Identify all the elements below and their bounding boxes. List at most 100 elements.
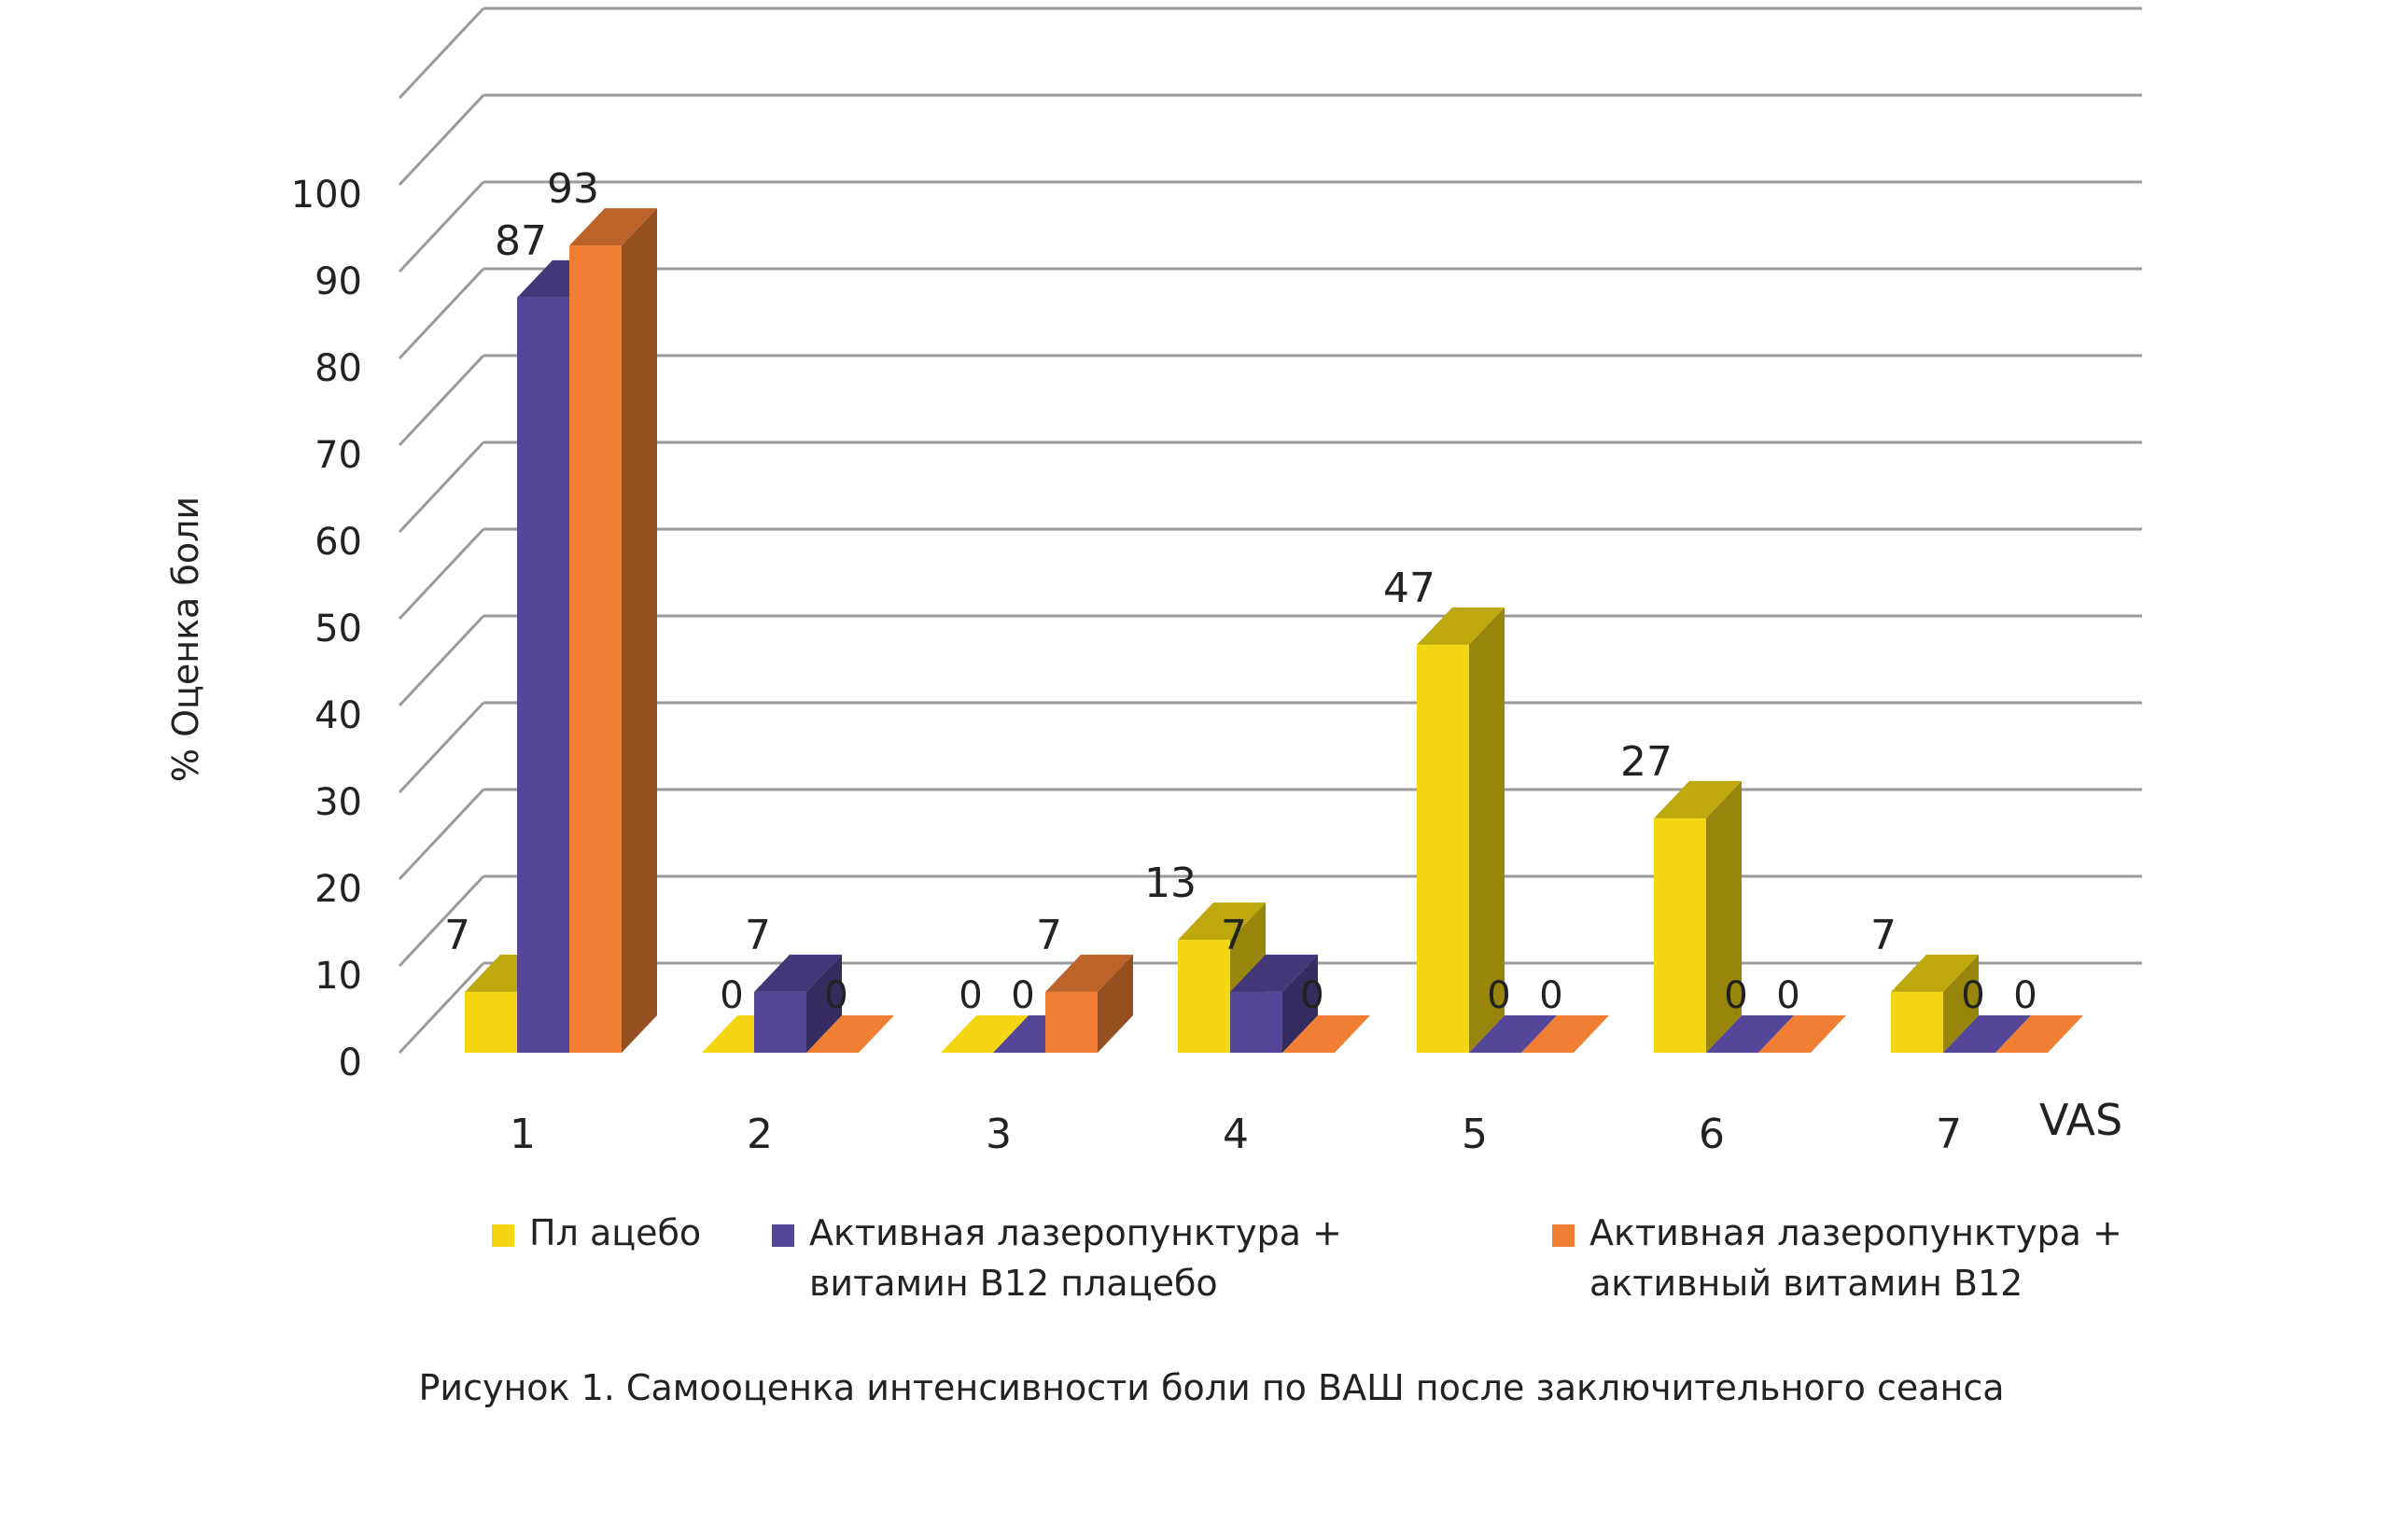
- legend: Пл ацебо Активная лазеропунктура + витамин…: [492, 1212, 2122, 1304]
- x-category-label: 2: [747, 1111, 773, 1158]
- legend-label: Активная лазеропунктура +: [1589, 1212, 2122, 1253]
- bar-zero: [1995, 1015, 2083, 1053]
- data-label: 7: [1221, 912, 1247, 959]
- legend-label: Пл ацебо: [529, 1212, 701, 1253]
- x-axis-vas-label: VAS: [2039, 1095, 2122, 1145]
- x-category-label: 7: [1936, 1111, 1962, 1158]
- legend-swatch: [1552, 1224, 1575, 1247]
- y-tick-label: 70: [315, 434, 362, 477]
- data-label: 0: [1539, 974, 1562, 1017]
- bar-side: [1943, 954, 1979, 1053]
- bar: [1230, 991, 1282, 1053]
- data-label: 0: [2013, 974, 2037, 1017]
- bar-side: [1098, 954, 1133, 1053]
- gridline-diagonal: [398, 961, 485, 1055]
- data-label: 93: [547, 165, 599, 213]
- legend-label-line2: витамин B12 плацебо: [809, 1263, 1218, 1304]
- bar-zero: [1943, 1015, 2031, 1053]
- bars: [465, 208, 2083, 1054]
- y-tick-label: 40: [315, 694, 362, 737]
- y-axis-label: % Оценка боли: [165, 496, 206, 782]
- bar: [1654, 818, 1706, 1053]
- gridline-diagonal: [398, 874, 485, 968]
- gridline-diagonal: [398, 93, 485, 187]
- bar-top: [1417, 607, 1505, 645]
- bar: [517, 297, 569, 1053]
- bar: [1417, 644, 1469, 1053]
- bar-zero: [1469, 1015, 1557, 1053]
- data-label: 0: [1776, 974, 1799, 1017]
- bar-top: [1178, 902, 1266, 941]
- y-axis-ticks: 0 10 20 30 40 50 60 70 80 90 100: [291, 174, 362, 1084]
- gridlines: [398, 7, 2142, 1055]
- data-label: 47: [1383, 565, 1435, 612]
- y-tick-label: 100: [291, 174, 362, 217]
- data-label: 7: [1870, 912, 1897, 959]
- data-label: 0: [959, 974, 982, 1017]
- gridline-diagonal: [398, 7, 485, 100]
- bar-zero: [1521, 1015, 1609, 1053]
- data-label: 87: [495, 217, 547, 265]
- bar-top: [1891, 954, 1979, 992]
- y-tick-label: 0: [339, 1042, 362, 1084]
- y-tick-label: 90: [315, 260, 362, 303]
- figure-caption: Рисунок 1. Самооценка интенсивности боли…: [418, 1367, 2004, 1408]
- y-tick-label: 10: [315, 955, 362, 998]
- bar-side: [1706, 780, 1742, 1053]
- x-category-label: 1: [510, 1111, 536, 1158]
- bar-side: [1469, 607, 1505, 1053]
- data-label: 0: [1961, 974, 1984, 1017]
- bar-side: [622, 208, 657, 1054]
- y-tick-label: 80: [315, 347, 362, 390]
- data-label: 7: [444, 912, 470, 959]
- data-label: 0: [1300, 974, 1323, 1017]
- bar: [754, 991, 806, 1053]
- x-category-label: 3: [986, 1111, 1012, 1158]
- bar-top: [1045, 954, 1133, 992]
- gridline-diagonal: [398, 614, 485, 707]
- bar-zero: [1758, 1015, 1846, 1053]
- legend-label-line2: активный витамин B12: [1589, 1263, 2023, 1304]
- bar-side: [1282, 954, 1318, 1053]
- bar-zero: [1706, 1015, 1794, 1053]
- bar: [1178, 940, 1230, 1053]
- data-label: 0: [1011, 974, 1034, 1017]
- bar: [1891, 991, 1943, 1053]
- data-label: 27: [1620, 738, 1673, 786]
- legend-label: Активная лазеропунктура +: [809, 1212, 1342, 1253]
- bar: [1045, 991, 1098, 1053]
- bar-top: [1230, 954, 1318, 992]
- data-label: 0: [1724, 974, 1747, 1017]
- data-label: 0: [1487, 974, 1510, 1017]
- bar-top: [1654, 780, 1742, 818]
- bar-top: [569, 208, 657, 246]
- data-label: 13: [1144, 860, 1197, 907]
- gridline-diagonal: [398, 180, 485, 273]
- y-tick-label: 60: [315, 521, 362, 564]
- bar-zero: [941, 1015, 1029, 1053]
- legend-swatch: [492, 1224, 514, 1247]
- data-label: 0: [824, 974, 847, 1017]
- x-category-label: 4: [1223, 1111, 1249, 1158]
- bar-top: [754, 954, 842, 992]
- gridline-diagonal: [398, 527, 485, 621]
- bar-side: [806, 954, 842, 1053]
- data-label: 7: [1036, 912, 1062, 959]
- x-category-label: 6: [1699, 1111, 1725, 1158]
- y-tick-label: 20: [315, 868, 362, 911]
- x-category-label: 5: [1462, 1111, 1488, 1158]
- gridline-diagonal: [398, 701, 485, 794]
- bar-zero: [806, 1015, 894, 1053]
- x-axis-categories: 1 2 3 4 5 6 7: [510, 1111, 1962, 1158]
- gridline-diagonal: [398, 788, 485, 881]
- y-tick-label: 50: [315, 608, 362, 650]
- bar: [569, 245, 622, 1054]
- gridline-diagonal: [398, 354, 485, 447]
- y-tick-label: 30: [315, 781, 362, 824]
- data-label: 0: [720, 974, 743, 1017]
- gridline-diagonal: [398, 440, 485, 534]
- data-label: 7: [745, 912, 771, 959]
- bar: [465, 991, 517, 1053]
